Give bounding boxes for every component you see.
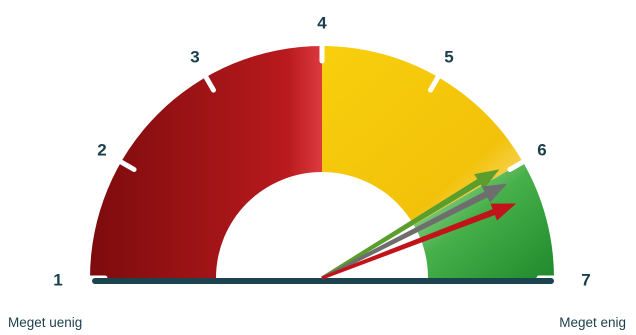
gauge-tick-2 <box>117 159 137 172</box>
max-label: Meget enig <box>559 315 626 330</box>
gauge-bands <box>90 46 554 278</box>
tick-label-3: 3 <box>190 48 199 67</box>
tick-label-2: 2 <box>97 140 106 159</box>
tick-label-7: 7 <box>581 270 590 289</box>
min-label: Meget uenig <box>8 315 83 330</box>
tick-label-4: 4 <box>317 13 327 32</box>
tick-label-5: 5 <box>444 48 453 67</box>
gauge-tick-5 <box>428 73 441 93</box>
gauge-pointer-1 <box>321 169 500 280</box>
tick-label-1: 1 <box>53 270 62 289</box>
gauge-pointer-3 <box>321 203 517 280</box>
tick-label-6: 6 <box>537 140 546 159</box>
gauge-pointer-2 <box>321 183 508 280</box>
gauge-band-2 <box>322 46 523 225</box>
gauge-band-1 <box>90 46 322 278</box>
gauge-band-3 <box>413 162 554 278</box>
gauge-tick-labels: 1 2 3 4 5 6 7 <box>53 13 590 289</box>
gauge-tick-3 <box>203 73 216 93</box>
gauge-pointers <box>321 169 517 280</box>
gauge-tick-6 <box>507 159 527 172</box>
